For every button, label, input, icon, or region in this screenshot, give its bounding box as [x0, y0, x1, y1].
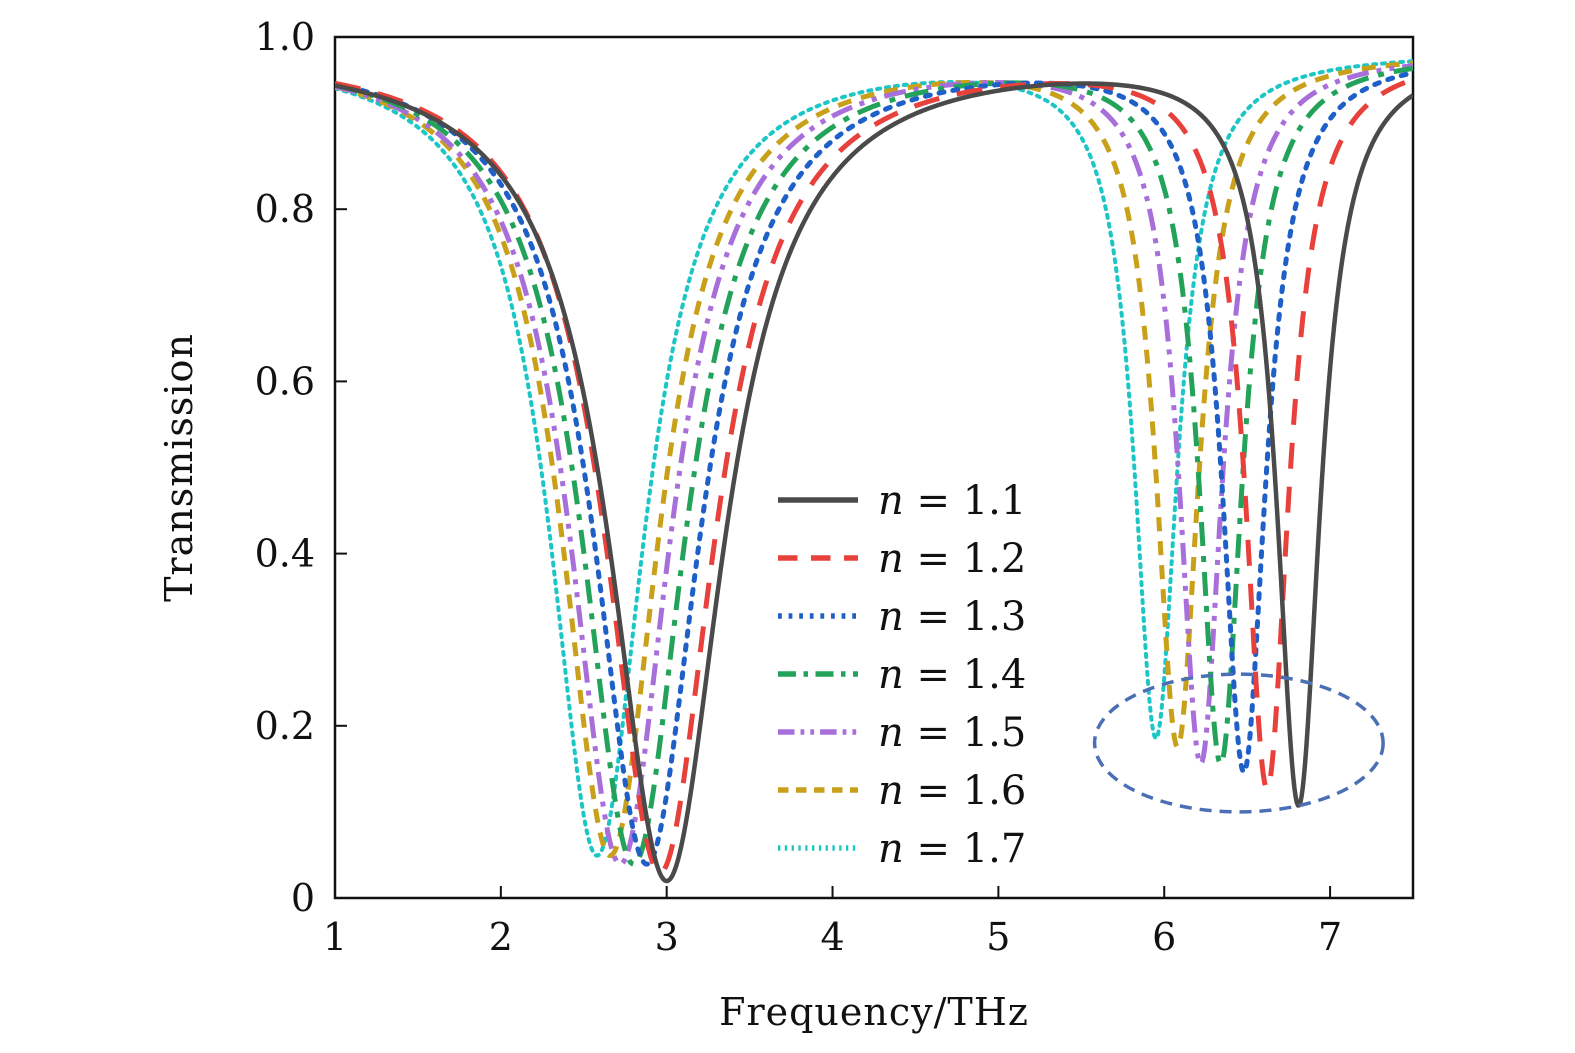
series-line-n-1.2 — [335, 77, 1413, 876]
series-line-n-1.4 — [335, 65, 1413, 867]
x-tick-label-7: 7 — [1318, 915, 1342, 959]
x-tick-label-3: 3 — [655, 915, 679, 959]
y-tick-label-0: 0 — [291, 876, 315, 920]
x-tick-label-6: 6 — [1152, 915, 1176, 959]
legend-label-n-1.5: n = 1.5 — [878, 710, 1026, 756]
highlight-ellipse — [1092, 672, 1385, 814]
x-axis-label: Frequency/THz — [719, 990, 1029, 1034]
y-tick-label-1.0: 1.0 — [255, 15, 315, 59]
legend-label-n-1.7: n = 1.7 — [878, 826, 1026, 872]
series-line-n-1.6 — [335, 60, 1413, 859]
legend-label-n-1.4: n = 1.4 — [878, 652, 1026, 698]
plot-frame — [333, 35, 1415, 900]
legend-label-n-1.2: n = 1.2 — [878, 536, 1026, 582]
x-tick-label-5: 5 — [986, 915, 1010, 959]
x-tick-label-1: 1 — [323, 915, 347, 959]
series-line-n-1.3 — [335, 70, 1413, 867]
y-tick-label-0.2: 0.2 — [255, 704, 315, 748]
series-line-n-1.7 — [335, 59, 1413, 858]
legend-label-n-1.3: n = 1.3 — [878, 594, 1026, 640]
x-tick-label-2: 2 — [489, 915, 513, 959]
y-tick-label-0.4: 0.4 — [255, 532, 315, 576]
y-tick-label-0.8: 0.8 — [255, 187, 315, 231]
y-axis-label: Transmission — [157, 333, 201, 602]
series-line-n-1.1 — [335, 81, 1413, 884]
legend-label-n-1.1: n = 1.1 — [878, 478, 1026, 524]
legend-label-n-1.6: n = 1.6 — [878, 768, 1026, 814]
y-tick-label-0.6: 0.6 — [255, 359, 315, 403]
x-tick-label-4: 4 — [820, 915, 844, 959]
series-line-n-1.5 — [335, 63, 1413, 867]
